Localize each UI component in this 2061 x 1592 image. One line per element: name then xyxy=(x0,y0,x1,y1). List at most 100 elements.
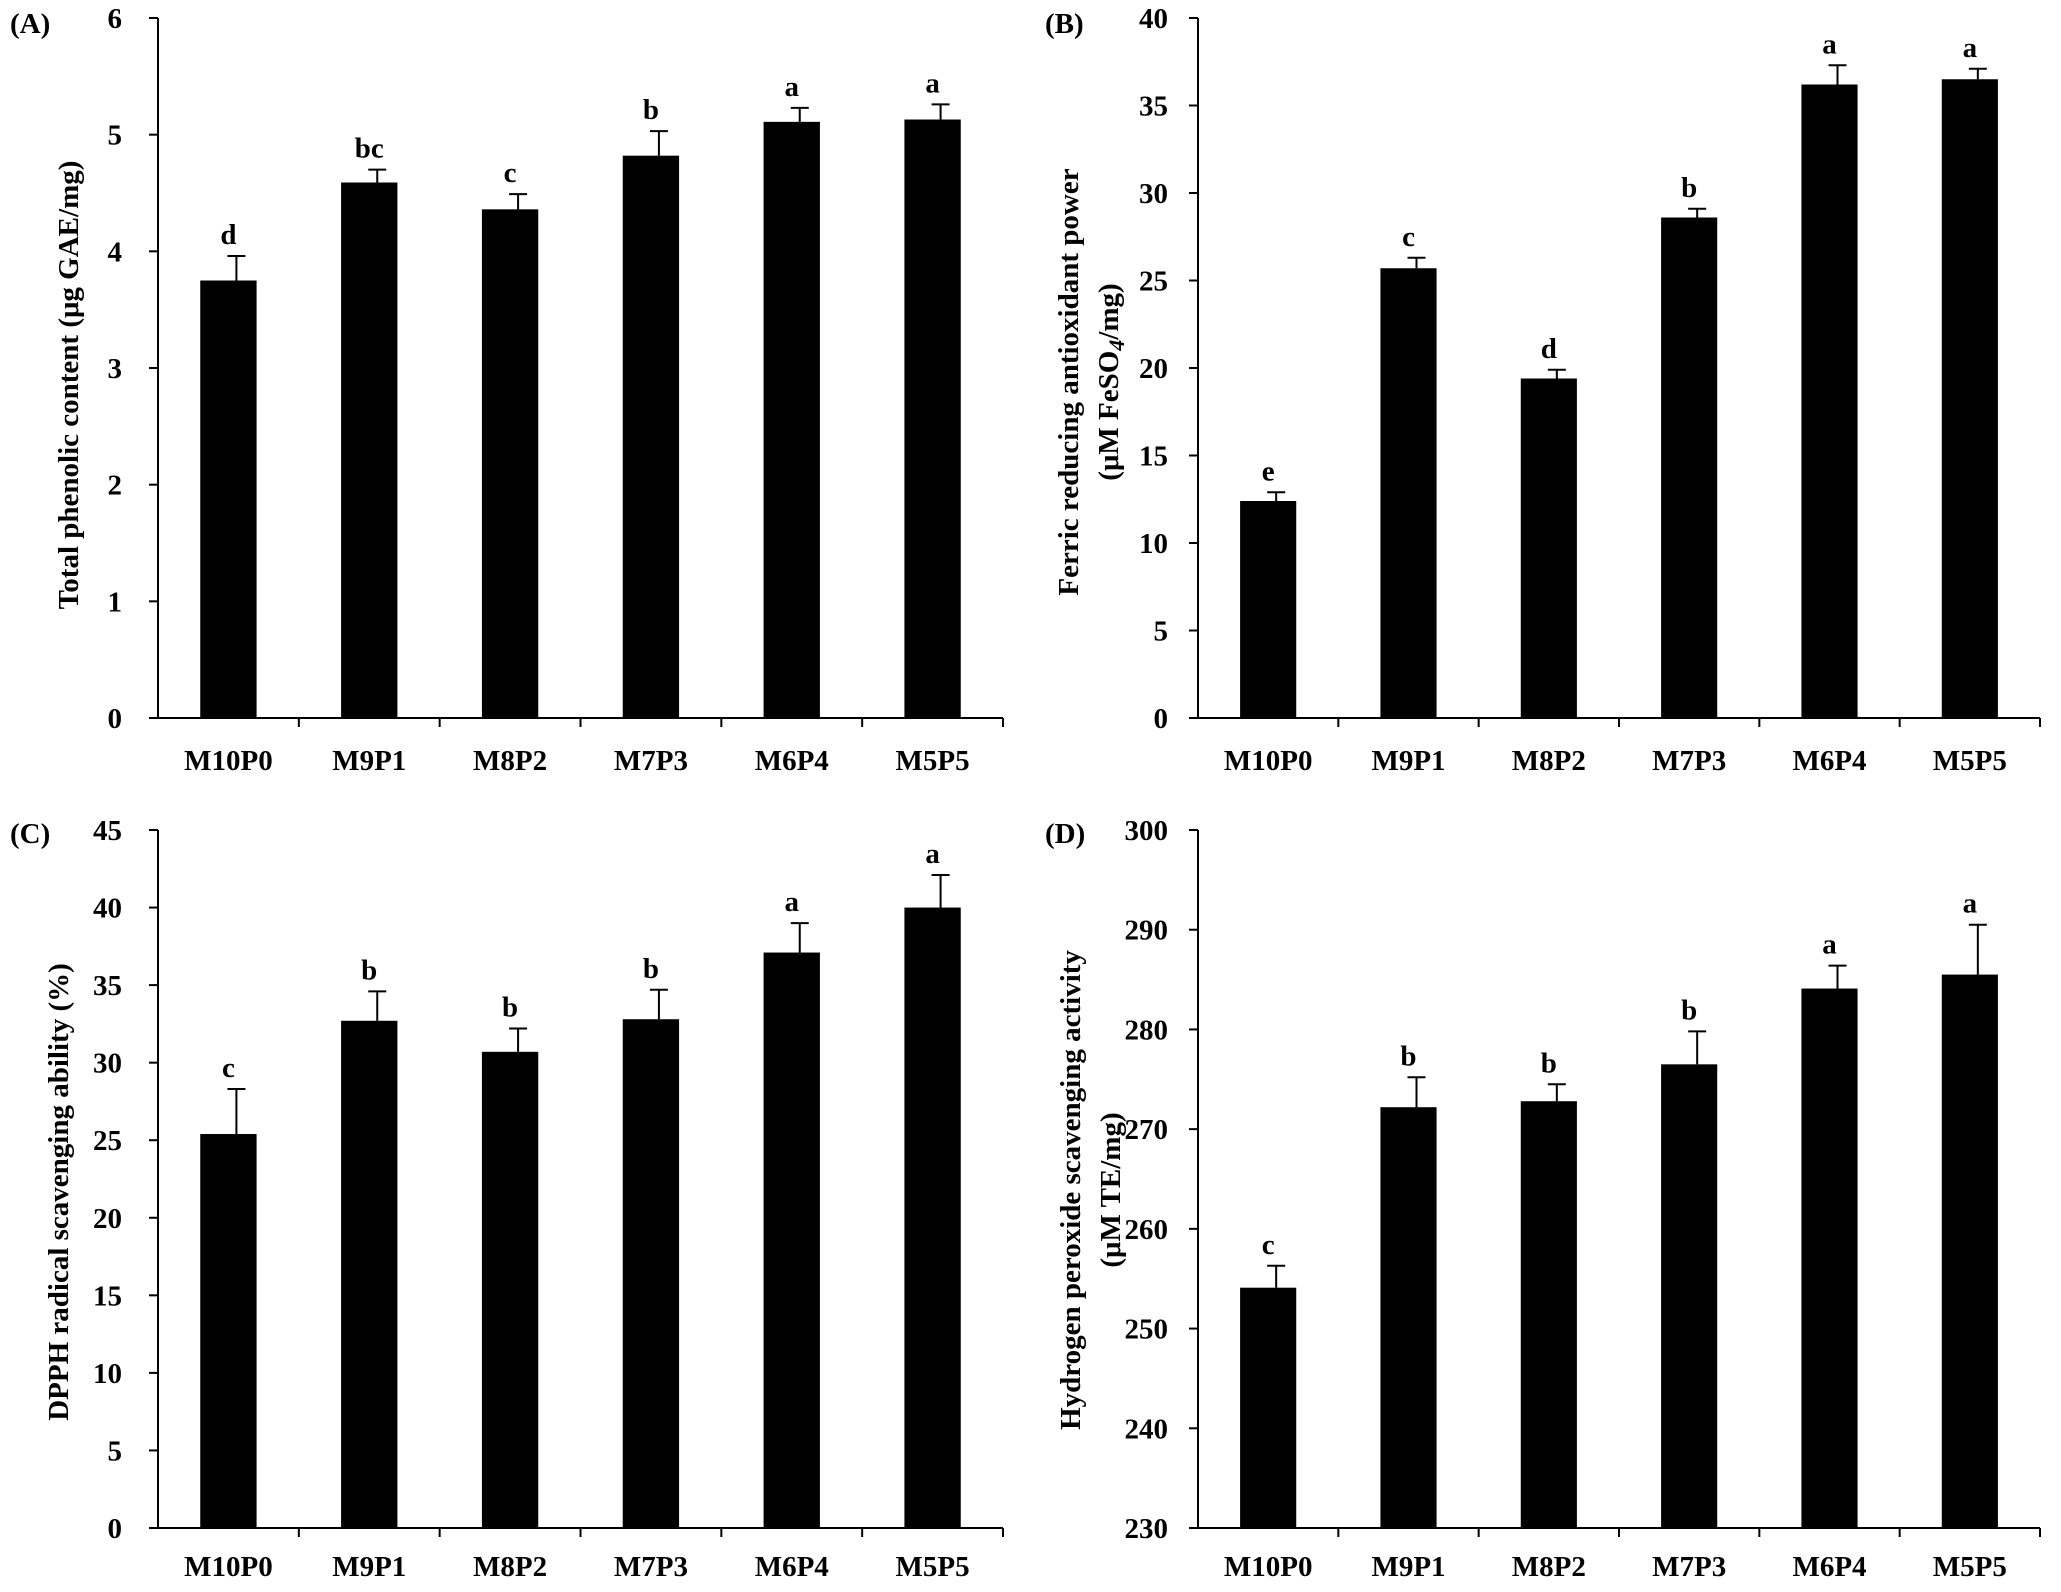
y-axis-title: DPPH radical scavenging ability (%) xyxy=(43,963,75,1421)
x-category-label: M8P2 xyxy=(1512,745,1586,777)
y-axis-units-suffix: /mg) xyxy=(1093,283,1125,340)
y-tick-label: 0 xyxy=(1154,703,1169,735)
x-category-label: M6P4 xyxy=(1792,745,1866,777)
significance-label: c xyxy=(504,157,517,189)
y-tick-label: 15 xyxy=(93,1280,122,1312)
y-tick-label: 300 xyxy=(1125,815,1169,847)
bar xyxy=(1941,79,1998,718)
x-category-label: M8P2 xyxy=(473,1551,547,1583)
y-tick-label: 250 xyxy=(1125,1314,1169,1346)
panel-label: (D) xyxy=(1045,818,1085,850)
y-tick-label: 20 xyxy=(93,1203,122,1235)
x-category-label: M6P4 xyxy=(1792,1551,1866,1583)
significance-label: c xyxy=(1262,1229,1275,1261)
x-category-label: M9P1 xyxy=(1371,745,1445,777)
significance-label: a xyxy=(1963,888,1978,920)
significance-label: b xyxy=(1541,1047,1557,1079)
x-category-label: M5P5 xyxy=(896,1551,970,1583)
panel-label: (C) xyxy=(10,818,50,850)
y-axis-units-subscript: 4 xyxy=(1104,340,1129,352)
significance-label: a xyxy=(785,71,800,103)
y-tick-label: 25 xyxy=(1139,266,1168,298)
bar xyxy=(1240,501,1297,718)
panel-a-chart: (A) Total phenolic content (μg GAE/mg) 0… xyxy=(10,3,1004,777)
y-tick-label: 35 xyxy=(93,970,122,1002)
bar xyxy=(622,155,680,718)
bar xyxy=(904,119,961,718)
y-tick-label: 35 xyxy=(1139,91,1168,123)
bar xyxy=(1380,268,1437,718)
y-tick-label: 2 xyxy=(108,470,123,502)
significance-label: a xyxy=(1963,32,1978,64)
x-category-label: M7P3 xyxy=(614,1551,688,1583)
y-tick-label: 0 xyxy=(108,703,123,735)
y-axis-units-prefix: (μM FeSO xyxy=(1093,351,1125,481)
bar xyxy=(481,209,539,719)
panel-label: (A) xyxy=(10,8,50,40)
x-category-label: M6P4 xyxy=(755,745,829,777)
x-category-label: M7P3 xyxy=(1652,745,1726,777)
bar xyxy=(1380,1107,1437,1528)
y-tick-label: 3 xyxy=(108,353,123,385)
panel-c-chart: (C) DPPH radical scavenging ability (%) … xyxy=(10,815,1004,1583)
y-tick-label: 40 xyxy=(1139,3,1168,35)
x-category-label: M9P1 xyxy=(332,745,406,777)
bar xyxy=(1661,217,1718,718)
significance-label: d xyxy=(220,219,236,251)
y-tick-label: 240 xyxy=(1125,1413,1169,1445)
x-category-label: M7P3 xyxy=(1652,1551,1726,1583)
y-tick-label: 30 xyxy=(93,1048,122,1080)
x-category-label: M6P4 xyxy=(755,1551,829,1583)
y-tick-label: 6 xyxy=(108,3,123,35)
x-category-label: M5P5 xyxy=(1933,745,2007,777)
significance-label: b xyxy=(361,954,377,986)
y-tick-label: 40 xyxy=(93,893,122,925)
y-tick-label: 260 xyxy=(1125,1214,1169,1246)
y-axis-title-units: (μM TE/mg) xyxy=(1095,1112,1127,1267)
y-tick-label: 5 xyxy=(1154,616,1169,648)
significance-label: b xyxy=(1681,994,1697,1026)
significance-label: b xyxy=(643,94,659,126)
y-tick-label: 290 xyxy=(1125,915,1169,947)
y-tick-label: 10 xyxy=(93,1358,122,1390)
y-tick-label: 280 xyxy=(1125,1014,1169,1046)
y-tick-label: 25 xyxy=(93,1125,122,1157)
y-tick-label: 230 xyxy=(1125,1513,1169,1545)
bar xyxy=(1801,84,1858,718)
significance-label: a xyxy=(1822,28,1837,60)
significance-label: c xyxy=(1402,221,1415,253)
y-tick-label: 20 xyxy=(1139,353,1168,385)
x-category-label: M10P0 xyxy=(184,745,273,777)
bar xyxy=(1240,1287,1297,1528)
bar xyxy=(1661,1064,1718,1528)
significance-label: b xyxy=(1400,1040,1416,1072)
y-axis-title-units: (μM FeSO4/mg) xyxy=(1093,283,1129,480)
x-category-label: M10P0 xyxy=(1224,745,1313,777)
y-tick-label: 30 xyxy=(1139,178,1168,210)
bar xyxy=(904,907,961,1528)
bar xyxy=(1520,378,1577,718)
significance-label: d xyxy=(1541,333,1557,365)
y-axis-title: Ferric reducing antioxidant power xyxy=(1053,168,1085,595)
x-category-label: M5P5 xyxy=(896,745,970,777)
x-category-label: M10P0 xyxy=(184,1551,273,1583)
y-tick-label: 10 xyxy=(1139,528,1168,560)
y-axis-title: Hydrogen peroxide scavenging activity xyxy=(1055,950,1087,1430)
x-category-label: M9P1 xyxy=(1371,1551,1445,1583)
y-tick-label: 5 xyxy=(108,120,123,152)
bar xyxy=(341,1020,398,1528)
x-category-label: M8P2 xyxy=(1512,1551,1586,1583)
y-tick-label: 15 xyxy=(1139,441,1168,473)
bar xyxy=(1520,1101,1577,1528)
x-category-label: M5P5 xyxy=(1933,1551,2007,1583)
bar xyxy=(481,1051,539,1528)
y-axis-title: Total phenolic content (μg GAE/mg) xyxy=(53,161,85,610)
bar xyxy=(341,182,398,718)
y-tick-label: 5 xyxy=(108,1435,123,1467)
bar xyxy=(1941,974,1998,1528)
significance-label: c xyxy=(222,1052,235,1084)
significance-label: b xyxy=(502,992,518,1024)
bar xyxy=(200,1134,257,1528)
x-category-label: M10P0 xyxy=(1224,1551,1313,1583)
